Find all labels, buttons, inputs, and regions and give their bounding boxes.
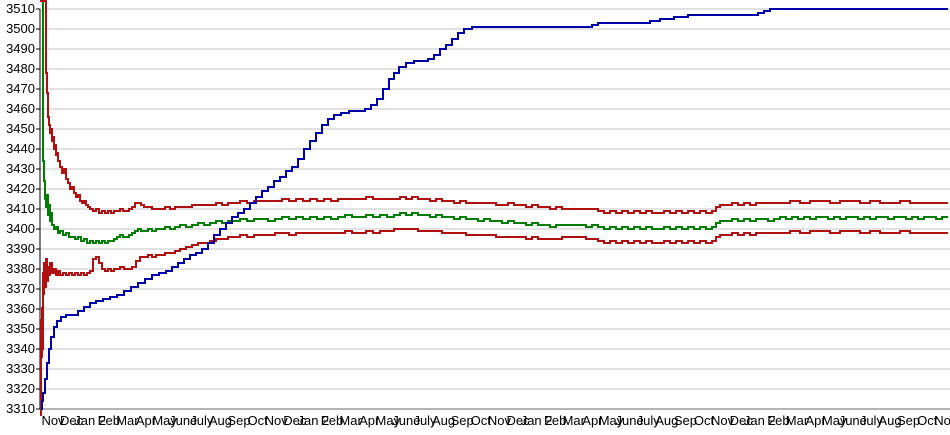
x-tick-label: Feb: [321, 413, 343, 428]
x-tick-label: Nov: [711, 413, 735, 428]
x-tick-label: Nov: [934, 413, 950, 428]
x-tick-label: Aug: [209, 413, 232, 428]
x-tick-label: Apr: [805, 413, 826, 428]
x-tick-label: May: [376, 413, 401, 428]
y-tick-label: 3500: [6, 21, 35, 36]
x-tick-label: Dec: [283, 413, 307, 428]
x-tick-label: Oct: [247, 413, 268, 428]
x-tick-label: Sep: [451, 413, 474, 428]
x-tick-label: May: [822, 413, 847, 428]
x-tick-label: Mar: [116, 413, 139, 428]
x-tick-label: Sep: [897, 413, 920, 428]
x-tick-label: Sep: [674, 413, 697, 428]
x-tick-label: Feb: [767, 413, 789, 428]
y-tick-label: 3440: [6, 141, 35, 156]
y-tick-label: 3460: [6, 101, 35, 116]
x-tick-label: Oct: [471, 413, 492, 428]
x-tick-label: Sep: [227, 413, 250, 428]
x-tick-label: Oct: [917, 413, 938, 428]
x-tick-label: Dec: [506, 413, 530, 428]
x-tick-label: Nov: [488, 413, 512, 428]
series-mean-line: [42, 1, 948, 244]
x-tick-label: Feb: [544, 413, 566, 428]
y-tick-label: 3400: [6, 221, 35, 236]
x-tick-label: Aug: [432, 413, 455, 428]
x-tick-label: Mar: [339, 413, 362, 428]
x-tick-label: Jan 2: [744, 413, 776, 428]
x-tick-label: Oct: [694, 413, 715, 428]
x-tick-label: Apr: [359, 413, 380, 428]
x-tick-label: Mar: [563, 413, 586, 428]
series-upper-band: [40, 0, 948, 214]
x-tick-label: Jan 2: [74, 413, 106, 428]
y-tick-label: 3390: [6, 241, 35, 256]
y-tick-label: 3480: [6, 61, 35, 76]
y-tick-label: 3310: [6, 401, 35, 416]
x-tick-label: May: [152, 413, 177, 428]
y-tick-label: 3490: [6, 41, 35, 56]
x-tick-label: Jan 2: [521, 413, 553, 428]
x-tick-label: Mar: [786, 413, 809, 428]
y-tick-label: 3330: [6, 361, 35, 376]
y-tick-label: 3450: [6, 121, 35, 136]
x-tick-label: June: [615, 413, 643, 428]
x-tick-label: Apr: [136, 413, 157, 428]
y-tick-label: 3510: [6, 1, 35, 16]
x-tick-label: Nov: [41, 413, 65, 428]
y-axis-labels: 3310 3320 3330 3340 3350 3360 3370 3380 3390 3400…: [6, 1, 35, 416]
y-tick-label: 3320: [6, 381, 35, 396]
x-tick-label: June: [392, 413, 420, 428]
y-tick-label: 3340: [6, 341, 35, 356]
y-tick-label: 3420: [6, 181, 35, 196]
x-tick-label: June: [169, 413, 197, 428]
y-tick-label: 3360: [6, 301, 35, 316]
x-tick-label: July: [860, 413, 884, 428]
x-tick-label: Jan 2: [297, 413, 329, 428]
x-tick-label: Feb: [98, 413, 120, 428]
x-tick-label: Aug: [878, 413, 901, 428]
x-tick-label: Dec: [730, 413, 754, 428]
y-tick-label: 3430: [6, 161, 35, 176]
x-tick-label: Nov: [265, 413, 289, 428]
x-tick-label: July: [637, 413, 661, 428]
y-tick-label: 3470: [6, 81, 35, 96]
y-tick-label: 3370: [6, 281, 35, 296]
x-tick-label: June: [839, 413, 867, 428]
x-tick-label: Apr: [582, 413, 603, 428]
x-tick-label: July: [413, 413, 437, 428]
x-tick-label: July: [190, 413, 214, 428]
x-tick-label: Dec: [60, 413, 84, 428]
x-tick-label: May: [599, 413, 624, 428]
series-cumulative-line: [41, 8, 948, 410]
y-tick-label: 3410: [6, 201, 35, 216]
y-tick-label: 3380: [6, 261, 35, 276]
series-lower-band: [40, 228, 948, 416]
y-tick-label: 3350: [6, 321, 35, 336]
x-tick-label: Aug: [655, 413, 678, 428]
